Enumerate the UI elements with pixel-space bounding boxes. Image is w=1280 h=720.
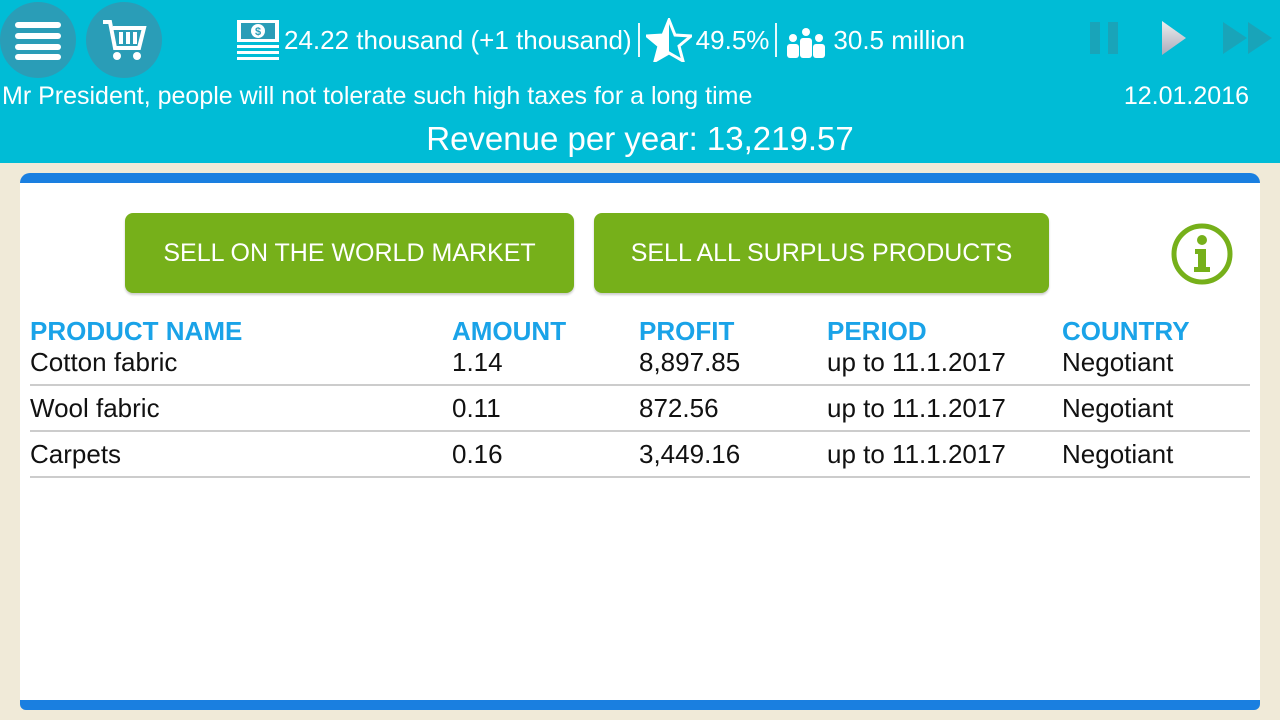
sell-surplus-button[interactable]: SELL ALL SURPLUS PRODUCTS — [594, 213, 1049, 293]
advisor-message: Mr President, people will not tolerate s… — [2, 82, 753, 110]
divider — [775, 23, 778, 57]
population-value: 30.5 million — [833, 24, 965, 55]
products-table: PRODUCT NAME AMOUNT PROFIT PERIOD COUNTR… — [30, 315, 1250, 478]
star-icon — [645, 18, 692, 62]
game-date: 12.01.2016 — [1123, 82, 1249, 110]
money-value: 24.22 thousand (+1 thousand) — [284, 24, 632, 55]
profit: 8,897.85 — [639, 347, 827, 386]
svg-text:$: $ — [255, 26, 261, 38]
population-icon — [787, 28, 826, 58]
country: Negotiant — [1062, 347, 1250, 386]
money-icon: $ — [237, 20, 279, 60]
info-icon[interactable] — [1171, 223, 1233, 285]
table-row[interactable]: Wool fabric 0.11 872.56 up to 11.1.2017 Nego… — [30, 385, 1250, 432]
stats-bar: $ 24.22 thousand (+1 thousand) 49.5% 30.… — [236, 18, 965, 62]
period: up to 11.1.2017 — [827, 347, 1062, 386]
table-row[interactable]: Carpets 0.16 3,449.16 up to 11.1.2017 Negoti… — [30, 431, 1250, 478]
table-row[interactable]: Cotton fabric 1.14 8,897.85 up to 11.1.2017… — [30, 347, 1250, 386]
column-header: AMOUNT — [452, 315, 567, 346]
period: up to 11.1.2017 — [827, 431, 1062, 478]
trade-panel: SELL ON THE WORLD MARKET SELL ALL SURPLU… — [20, 173, 1260, 710]
rating-value: 49.5% — [695, 24, 770, 55]
product-name: Wool fabric — [30, 385, 452, 432]
amount: 1.14 — [452, 347, 639, 386]
country: Negotiant — [1062, 385, 1250, 432]
fast-forward-button[interactable] — [1222, 20, 1274, 56]
amount: 0.16 — [452, 431, 639, 478]
product-name: Cotton fabric — [30, 347, 452, 386]
amount: 0.11 — [452, 385, 639, 432]
top-bar: $ 24.22 thousand (+1 thousand) 49.5% 30.… — [0, 0, 1280, 163]
period: up to 11.1.2017 — [827, 385, 1062, 432]
column-header: PRODUCT NAME — [30, 315, 243, 346]
play-button[interactable] — [1160, 20, 1190, 56]
profit: 872.56 — [639, 385, 827, 432]
product-name: Carpets — [30, 431, 452, 478]
shop-button[interactable] — [86, 2, 162, 78]
revenue-per-year: Revenue per year: 13,219.57 — [426, 120, 854, 157]
menu-button[interactable] — [0, 2, 76, 78]
column-header: COUNTRY — [1062, 315, 1190, 346]
cart-icon — [103, 20, 147, 60]
divider — [637, 23, 640, 57]
pause-button[interactable] — [1090, 20, 1120, 56]
column-header: PROFIT — [639, 315, 735, 346]
menu-icon — [15, 22, 61, 60]
column-header: PERIOD — [827, 315, 927, 346]
sell-world-market-button[interactable]: SELL ON THE WORLD MARKET — [125, 213, 574, 293]
country: Negotiant — [1062, 431, 1250, 478]
profit: 3,449.16 — [639, 431, 827, 478]
